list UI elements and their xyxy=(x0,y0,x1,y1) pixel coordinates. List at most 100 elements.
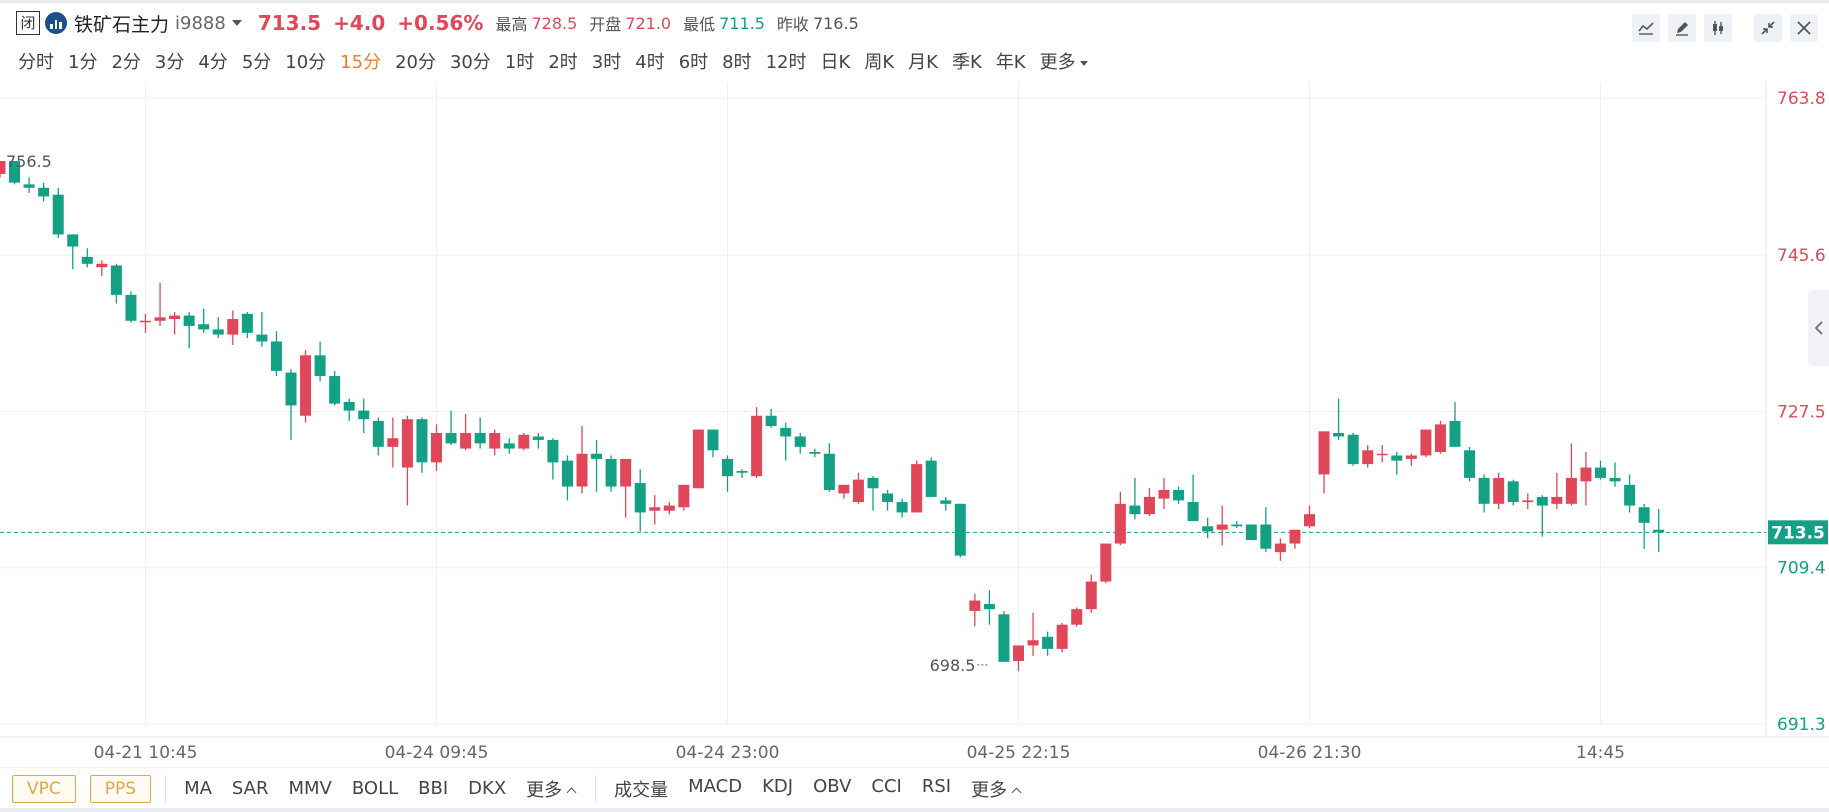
candle-body[interactable] xyxy=(1027,640,1039,646)
candle-body[interactable] xyxy=(1347,434,1359,465)
candle-body[interactable] xyxy=(678,484,690,508)
sub-indicator[interactable]: 成交量 xyxy=(614,779,669,801)
overlay-indicator[interactable]: BBI xyxy=(418,778,449,799)
candle-body[interactable] xyxy=(940,500,952,504)
candle-body[interactable] xyxy=(532,436,544,440)
sub-indicator[interactable]: MACD xyxy=(688,775,743,797)
candle-body[interactable] xyxy=(270,341,282,371)
candle-body[interactable] xyxy=(954,503,966,556)
period-tab[interactable]: 2时 xyxy=(548,52,578,73)
period-tab[interactable]: 6时 xyxy=(678,52,709,73)
candle-body[interactable] xyxy=(1624,484,1636,506)
candle-body[interactable] xyxy=(998,614,1010,662)
overlay-indicator[interactable]: DKX xyxy=(468,778,507,799)
vpc-button[interactable]: VPC xyxy=(12,774,76,803)
candle-body[interactable] xyxy=(794,436,806,447)
period-tab[interactable]: 4分 xyxy=(198,52,228,73)
candle-body[interactable] xyxy=(1551,496,1563,504)
candle-body[interactable] xyxy=(23,184,35,188)
candle-body[interactable] xyxy=(707,429,719,451)
period-tab[interactable]: 年K xyxy=(995,52,1026,73)
candle-body[interactable] xyxy=(1522,500,1534,503)
candle-body[interactable] xyxy=(198,324,210,330)
line-style-icon[interactable] xyxy=(1632,14,1660,42)
candle-body[interactable] xyxy=(1493,477,1505,504)
candle-body[interactable] xyxy=(1507,481,1519,503)
period-tab[interactable]: 月K xyxy=(908,52,938,73)
period-tab[interactable]: 1分 xyxy=(68,52,98,73)
candle-body[interactable] xyxy=(1376,453,1388,456)
candle-body[interactable] xyxy=(1231,524,1243,527)
candle-body[interactable] xyxy=(154,317,166,321)
candle-body[interactable] xyxy=(983,603,995,610)
candle-body[interactable] xyxy=(125,294,137,321)
candle-body[interactable] xyxy=(1085,581,1097,610)
candle-body[interactable] xyxy=(620,458,632,487)
candle-body[interactable] xyxy=(241,313,253,333)
candle-body[interactable] xyxy=(67,234,79,247)
candle-body[interactable] xyxy=(1565,477,1577,504)
candle-body[interactable] xyxy=(212,329,224,335)
candle-body[interactable] xyxy=(649,507,661,511)
period-tab[interactable]: 周K xyxy=(864,52,895,73)
candle-body[interactable] xyxy=(0,161,6,174)
candle-body[interactable] xyxy=(1653,529,1665,533)
candle-body[interactable] xyxy=(896,502,908,513)
period-tab[interactable]: 分时 xyxy=(18,52,54,73)
candle-body[interactable] xyxy=(1449,420,1461,447)
candle-body[interactable] xyxy=(1289,529,1301,544)
candle-body[interactable] xyxy=(722,458,733,477)
period-tab[interactable]: 季K xyxy=(951,52,982,73)
candle-body[interactable] xyxy=(561,460,573,487)
candle-body[interactable] xyxy=(431,433,442,463)
candle-body[interactable] xyxy=(823,453,835,491)
candle-body[interactable] xyxy=(1595,467,1606,478)
period-tab[interactable]: 10分 xyxy=(285,52,327,73)
candle-body[interactable] xyxy=(489,433,501,449)
candle-body[interactable] xyxy=(329,376,341,404)
candle-body[interactable] xyxy=(1143,496,1155,515)
candle-body[interactable] xyxy=(809,452,821,454)
indicators-more-button[interactable]: 更多 xyxy=(971,776,1020,802)
candle-body[interactable] xyxy=(663,505,675,511)
candle-body[interactable] xyxy=(518,434,530,449)
candle-body[interactable] xyxy=(1609,477,1621,482)
close-icon[interactable] xyxy=(1790,14,1818,42)
candle-body[interactable] xyxy=(343,401,355,411)
period-tab[interactable]: 5分 xyxy=(241,52,272,73)
candle-body[interactable] xyxy=(81,256,93,264)
period-tab[interactable]: 1时 xyxy=(504,52,535,73)
pencil-icon[interactable] xyxy=(1668,14,1696,42)
candle-body[interactable] xyxy=(110,265,122,295)
candle-body[interactable] xyxy=(852,479,864,503)
overlay-indicator[interactable]: BOLL xyxy=(351,778,399,799)
period-tab[interactable]: 8时 xyxy=(722,52,752,73)
candle-body[interactable] xyxy=(372,420,384,447)
candle-body[interactable] xyxy=(605,458,617,487)
period-tab[interactable]: 15分 xyxy=(340,52,382,73)
candle-body[interactable] xyxy=(140,320,151,323)
candle-body[interactable] xyxy=(300,355,312,416)
period-more-button[interactable]: 更多 xyxy=(1040,48,1088,74)
instrument-code[interactable]: i9888 xyxy=(175,12,226,34)
period-tab[interactable]: 12时 xyxy=(765,52,807,73)
candle-body[interactable] xyxy=(183,315,195,326)
candle-body[interactable] xyxy=(736,471,748,473)
candle-body[interactable] xyxy=(1100,543,1112,582)
candle-body[interactable] xyxy=(387,438,399,447)
candle-body[interactable] xyxy=(780,427,792,437)
candle-body[interactable] xyxy=(1245,524,1257,541)
candle-body[interactable] xyxy=(445,433,457,444)
period-tab[interactable]: 20分 xyxy=(395,52,436,73)
candle-body[interactable] xyxy=(314,355,326,377)
candle-body[interactable] xyxy=(503,443,515,449)
candle-body[interactable] xyxy=(1304,514,1315,527)
period-tab[interactable]: 4时 xyxy=(635,52,665,73)
candle-body[interactable] xyxy=(460,433,472,449)
candle-body[interactable] xyxy=(358,410,370,420)
overlay-indicator[interactable]: MMV xyxy=(288,778,332,799)
candle-body[interactable] xyxy=(1114,503,1126,544)
period-tab[interactable]: 30分 xyxy=(449,52,491,73)
candle-body[interactable] xyxy=(1071,609,1083,625)
overlay-indicator[interactable]: SAR xyxy=(231,778,269,799)
